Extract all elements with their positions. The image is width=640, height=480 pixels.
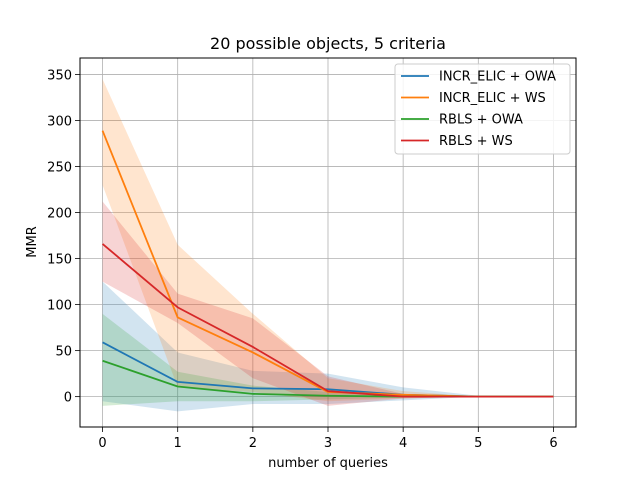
legend: INCR_ELIC + OWA INCR_ELIC + WS RBLS + OWA R…: [394, 63, 571, 155]
y-tick-label: 50: [55, 345, 72, 360]
x-axis-ticks: 0 1 2 3 4 5 6: [98, 427, 558, 451]
confidence-band-1: [102, 281, 554, 412]
confidence-band-3: [102, 313, 554, 406]
x-tick-label: 3: [324, 436, 332, 451]
y-axis-ticks: 0 50 100 150 200 250 300 350: [47, 69, 80, 406]
x-tick-label: 0: [98, 436, 106, 451]
legend-box: [394, 63, 571, 155]
y-tick-label: 250: [47, 161, 72, 176]
x-tick-label: 5: [474, 436, 482, 451]
y-tick-label: 350: [47, 69, 72, 84]
legend-label: RBLS + WS: [439, 134, 513, 149]
chart-title: 20 possible objects, 5 criteria: [210, 34, 446, 53]
y-tick-label: 0: [64, 391, 72, 406]
x-tick-label: 2: [249, 436, 257, 451]
x-tick-label: 4: [399, 436, 407, 451]
series-lines: [101, 130, 554, 398]
y-tick-label: 150: [47, 253, 72, 268]
y-tick-label: 300: [47, 115, 72, 130]
y-tick-label: 100: [47, 299, 72, 314]
x-axis-label: number of queries: [268, 456, 388, 471]
series-line-4: [101, 243, 554, 398]
x-tick-label: 1: [174, 436, 182, 451]
y-axis-label: MMR: [25, 226, 40, 257]
legend-label: INCR_ELIC + WS: [439, 91, 546, 106]
confidence-band-2: [102, 79, 554, 402]
grid: [80, 58, 576, 427]
x-tick-label: 6: [549, 436, 557, 451]
legend-label: RBLS + OWA: [439, 113, 523, 128]
y-tick-label: 200: [47, 207, 72, 222]
legend-label: INCR_ELIC + OWA: [439, 70, 556, 85]
confidence-bands: [102, 79, 554, 412]
confidence-band-4: [102, 201, 554, 406]
